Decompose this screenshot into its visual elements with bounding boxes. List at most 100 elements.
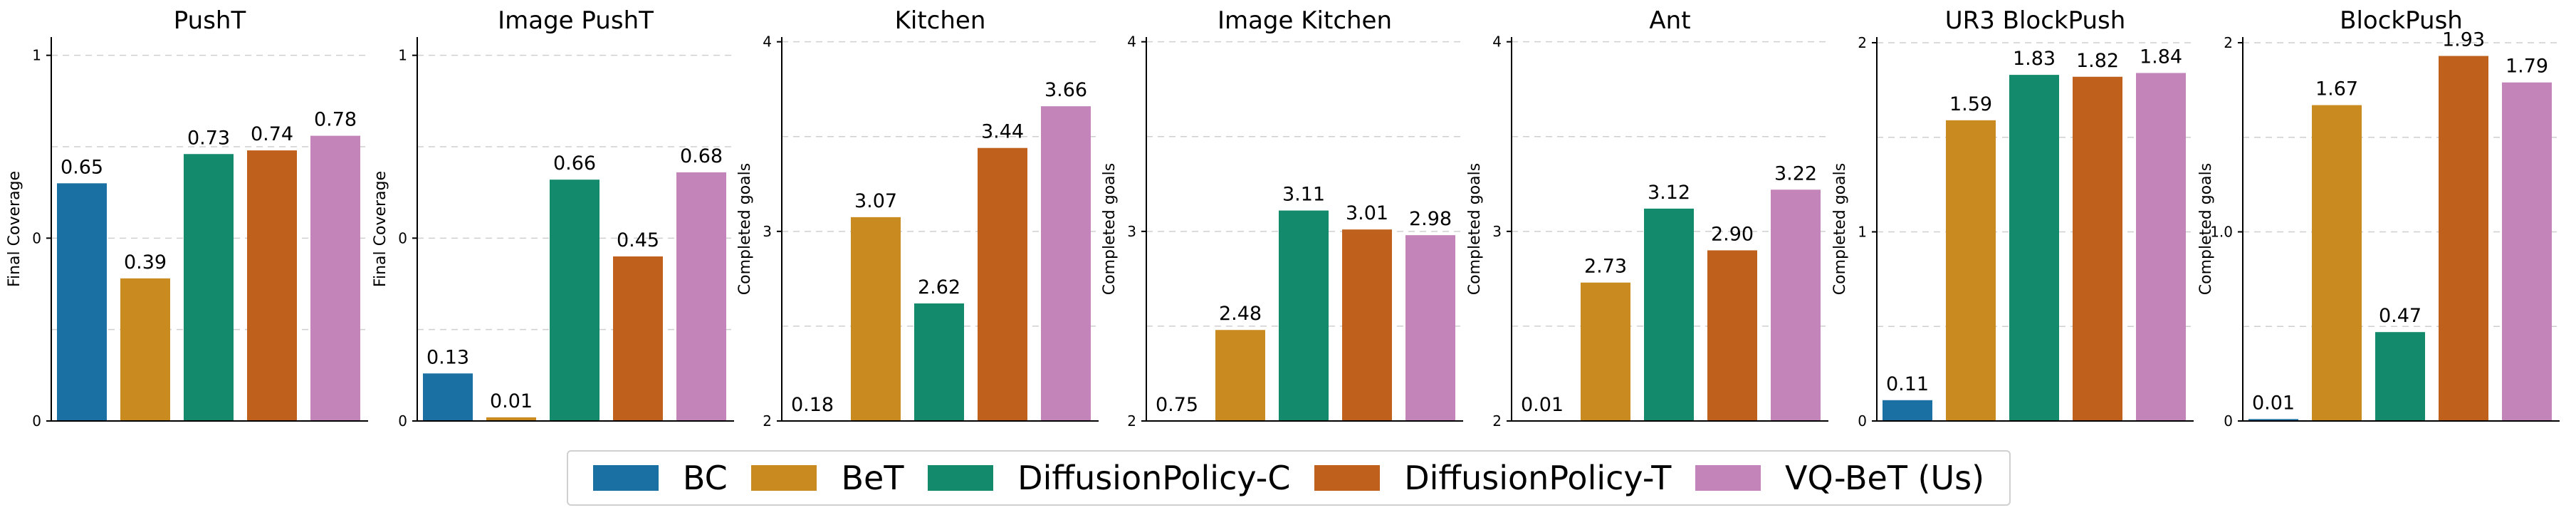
y-axis-label: Completed goals bbox=[1831, 163, 1849, 295]
y-axis-label: Final Coverage bbox=[6, 171, 23, 287]
bar bbox=[1946, 120, 1996, 422]
bar-value-label: 1.82 bbox=[2076, 50, 2119, 72]
bar bbox=[1041, 106, 1091, 422]
bar-value-label: 3.07 bbox=[854, 190, 897, 212]
legend-swatch-diffusionpolicy-c bbox=[928, 465, 994, 491]
panel-title: Image PushT bbox=[498, 6, 654, 35]
bar bbox=[2073, 76, 2122, 422]
bar-value-label: 1.83 bbox=[2013, 48, 2056, 70]
bar-value-label: 1.67 bbox=[2315, 78, 2358, 100]
bar-value-label: 1.84 bbox=[2140, 46, 2182, 68]
bar-value-label: 0.74 bbox=[251, 123, 293, 145]
bar bbox=[1707, 250, 1757, 421]
y-tick-label: 0 bbox=[32, 229, 41, 246]
bar bbox=[2248, 419, 2298, 421]
y-tick-label: 1 bbox=[398, 47, 407, 64]
panel-title: Kitchen bbox=[895, 6, 986, 35]
bar-value-label: 2.48 bbox=[1219, 303, 1262, 325]
legend-swatch-vq-bet bbox=[1695, 465, 1761, 491]
bar-value-label: 2.98 bbox=[1409, 208, 1452, 230]
y-axis-label: Final Coverage bbox=[372, 171, 389, 287]
bar bbox=[423, 373, 473, 421]
bar-value-label: 0.01 bbox=[1521, 394, 1564, 416]
y-tick-label: 2 bbox=[1127, 412, 1136, 430]
legend-label-bc: BC bbox=[682, 459, 728, 497]
panel-title: Image Kitchen bbox=[1218, 6, 1392, 35]
bar bbox=[2502, 82, 2552, 422]
bar-value-label: 2.90 bbox=[1711, 223, 1754, 245]
bar bbox=[550, 180, 600, 421]
bar bbox=[1405, 235, 1455, 421]
bar bbox=[2312, 105, 2362, 421]
y-tick-label: 3 bbox=[763, 223, 772, 240]
bar-value-label: 0.01 bbox=[490, 390, 533, 412]
bar bbox=[1581, 282, 1630, 421]
bar-value-label: 2.62 bbox=[918, 276, 960, 298]
bar-value-label: 0.75 bbox=[1156, 394, 1198, 416]
bar-value-label: 0.13 bbox=[426, 346, 469, 368]
y-tick-label: 1.0 bbox=[2210, 223, 2233, 240]
legend-label-bet: BeT bbox=[841, 459, 904, 497]
legend-swatch-diffusionpolicy-t bbox=[1314, 465, 1381, 491]
bar-value-label: 1.93 bbox=[2442, 29, 2485, 51]
y-tick-label: 2 bbox=[2224, 34, 2233, 51]
bar bbox=[1771, 189, 1821, 421]
y-tick-label: 1 bbox=[1858, 223, 1867, 240]
bar-value-label: 0.65 bbox=[61, 156, 103, 178]
bar bbox=[1215, 330, 1265, 421]
legend-swatch-bc bbox=[592, 465, 659, 491]
bar bbox=[310, 135, 360, 421]
y-tick-label: 4 bbox=[763, 33, 772, 51]
bar-value-label: 0.68 bbox=[680, 145, 723, 167]
bar bbox=[613, 256, 663, 421]
legend-item-bet: BeT bbox=[751, 459, 904, 497]
legend-label-diffusionpolicy-c: DiffusionPolicy-C bbox=[1017, 459, 1291, 497]
bar-value-label: 0.47 bbox=[2379, 305, 2421, 327]
legend-item-vq-bet: VQ-BeT (Us) bbox=[1695, 459, 1984, 497]
bar bbox=[2439, 56, 2488, 421]
bar-value-label: 0.78 bbox=[314, 109, 357, 131]
y-tick-label: 4 bbox=[1492, 33, 1502, 51]
bar-value-label: 1.59 bbox=[1949, 93, 1992, 115]
bar-value-label: 0.66 bbox=[553, 152, 596, 175]
bar-value-label: 0.39 bbox=[124, 251, 167, 274]
bar-value-label: 3.01 bbox=[1346, 202, 1388, 224]
bar-value-label: 0.11 bbox=[1886, 373, 1929, 395]
bar bbox=[2375, 332, 2425, 421]
panel-title: PushT bbox=[174, 6, 246, 35]
bar bbox=[486, 417, 536, 421]
y-axis-label: Completed goals bbox=[1101, 163, 1119, 295]
y-tick-label: 3 bbox=[1492, 223, 1502, 240]
bar-value-label: 0.45 bbox=[617, 229, 659, 251]
bar bbox=[978, 147, 1027, 421]
bar-value-label: 0.01 bbox=[2252, 392, 2295, 414]
y-tick-label: 2 bbox=[763, 412, 772, 430]
y-axis-label: Completed goals bbox=[2197, 163, 2215, 295]
bar bbox=[247, 150, 297, 421]
bar bbox=[914, 303, 964, 421]
bar bbox=[1644, 208, 1694, 421]
bar bbox=[1279, 210, 1329, 421]
y-tick-label: 0 bbox=[2224, 412, 2233, 430]
legend-item-bc: BC bbox=[592, 459, 728, 497]
y-tick-label: 4 bbox=[1127, 33, 1136, 51]
y-tick-label: 2 bbox=[1492, 412, 1502, 430]
bar-value-label: 3.11 bbox=[1282, 184, 1325, 206]
bar bbox=[120, 278, 170, 421]
legend-item-diffusionpolicy-t: DiffusionPolicy-T bbox=[1314, 459, 1671, 497]
bar bbox=[676, 172, 726, 421]
bar bbox=[57, 183, 107, 421]
bar-value-label: 1.79 bbox=[2506, 56, 2548, 78]
legend: BC BeT DiffusionPolicy-C DiffusionPolicy… bbox=[567, 450, 2011, 506]
bar bbox=[1342, 229, 1392, 421]
panel-title: UR3 BlockPush bbox=[1945, 6, 2126, 35]
bar bbox=[851, 217, 901, 421]
bar-value-label: 2.73 bbox=[1584, 256, 1627, 278]
legend-swatch-bet bbox=[751, 465, 817, 491]
panel-title: Ant bbox=[1649, 6, 1690, 35]
bar bbox=[2136, 73, 2186, 421]
bar-value-label: 3.44 bbox=[981, 121, 1024, 143]
panel-title: BlockPush bbox=[2340, 6, 2463, 35]
bar-value-label: 0.18 bbox=[791, 394, 834, 416]
y-tick-label: 3 bbox=[1127, 223, 1136, 240]
